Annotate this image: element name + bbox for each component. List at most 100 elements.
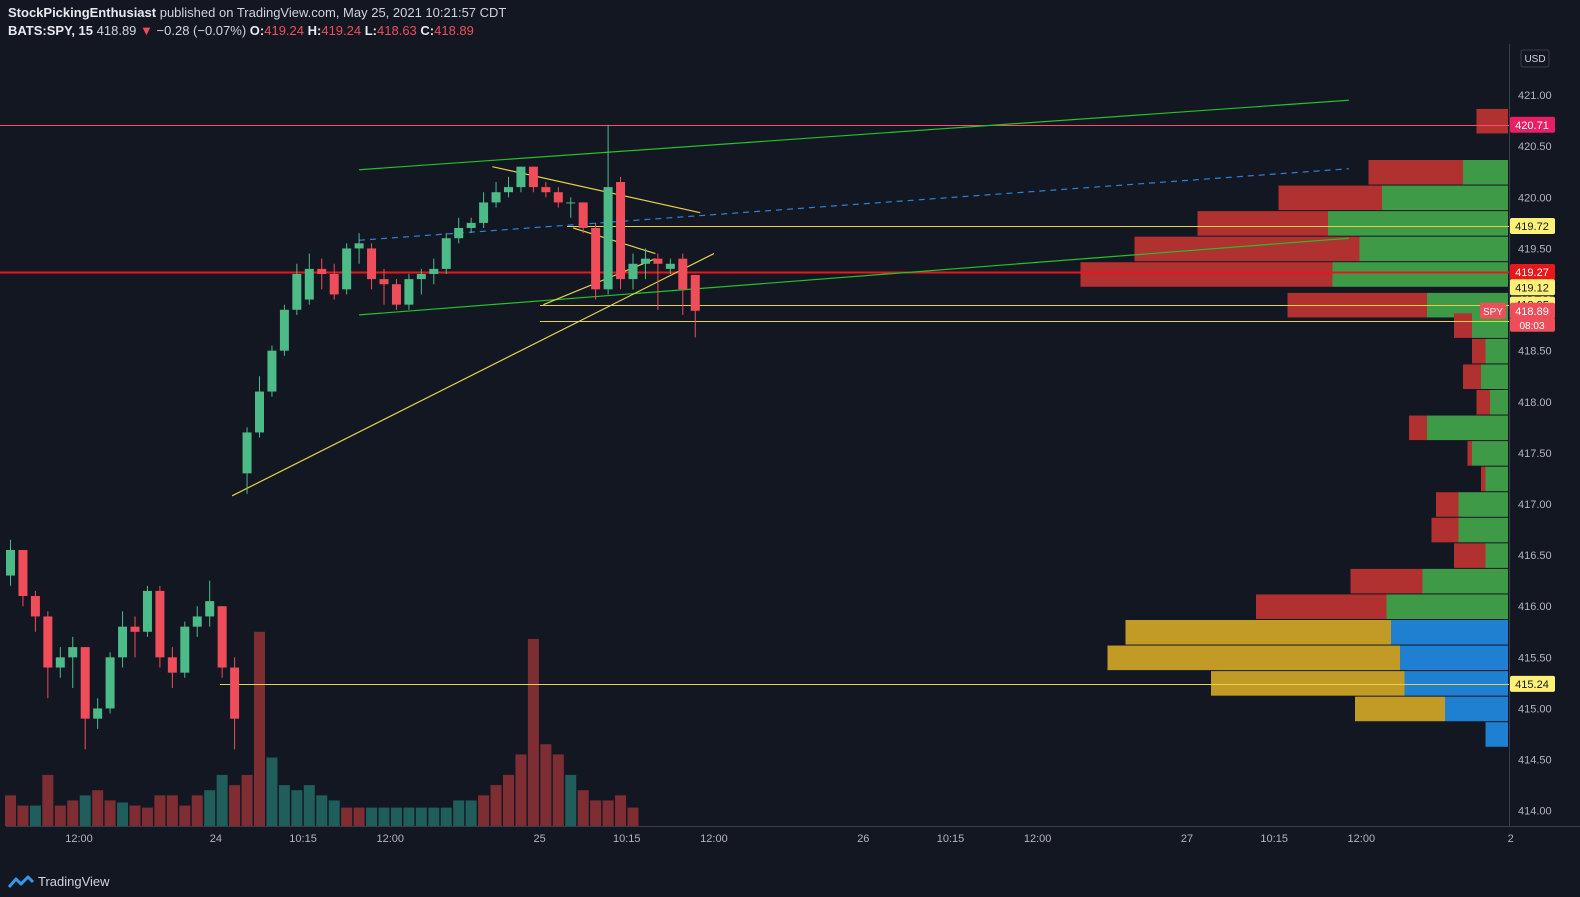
candle-body[interactable] xyxy=(628,263,638,280)
candle-body[interactable] xyxy=(43,616,53,668)
candle-body[interactable] xyxy=(591,228,601,290)
candle-body[interactable] xyxy=(690,275,700,311)
candle-body[interactable] xyxy=(329,274,339,295)
price-tick-label: 420.50 xyxy=(1518,141,1552,153)
price-tick-label: 417.00 xyxy=(1518,499,1552,511)
volume-bar xyxy=(403,807,415,826)
candle-body[interactable] xyxy=(429,268,439,274)
candle-body[interactable] xyxy=(553,192,563,203)
candle-body[interactable] xyxy=(466,222,476,228)
currency-label: USD xyxy=(1524,54,1545,65)
candle-body[interactable] xyxy=(479,202,489,223)
candle-body[interactable] xyxy=(317,268,327,274)
candle-body[interactable] xyxy=(678,258,688,290)
volume-profile-up xyxy=(1400,645,1508,671)
candle-body[interactable] xyxy=(230,667,240,719)
candle-body[interactable] xyxy=(504,187,513,193)
volume-profile-up xyxy=(1458,492,1508,517)
price-label: 419.72 xyxy=(1515,221,1549,233)
volume-bar xyxy=(278,785,290,826)
candle-body[interactable] xyxy=(105,657,115,709)
candle-body[interactable] xyxy=(566,202,576,204)
volume-bar xyxy=(490,785,502,826)
volume-profile-up xyxy=(1427,415,1508,441)
candle-body[interactable] xyxy=(292,274,302,310)
candle-body[interactable] xyxy=(130,626,140,632)
trend-line[interactable] xyxy=(231,253,715,497)
volume-bar xyxy=(353,807,365,826)
candle-body[interactable] xyxy=(640,258,650,264)
footer-brand[interactable]: TradingView xyxy=(8,874,110,889)
candle-body[interactable] xyxy=(541,187,551,193)
trend-line[interactable] xyxy=(359,237,1349,316)
volume-bar xyxy=(366,807,378,826)
open-label: O: xyxy=(249,23,265,38)
candle-body[interactable] xyxy=(267,350,277,392)
candle-body[interactable] xyxy=(603,187,613,290)
candle-body[interactable] xyxy=(304,268,314,300)
last-price: 418.89 xyxy=(96,23,137,38)
price-label-box xyxy=(1510,675,1555,692)
candle-body[interactable] xyxy=(142,590,152,632)
volume-bar xyxy=(440,807,452,826)
candle-body[interactable] xyxy=(68,647,78,658)
author-name[interactable]: StockPickingEnthusiast xyxy=(8,5,157,20)
candle-body[interactable] xyxy=(30,596,40,617)
volume-bar xyxy=(390,807,402,826)
price-tick-label: 415.50 xyxy=(1518,652,1552,664)
volume-profile-up xyxy=(1481,364,1508,389)
currency-box[interactable] xyxy=(1520,49,1550,68)
candle-body[interactable] xyxy=(18,550,28,596)
volume-bar xyxy=(552,754,564,826)
volume-bar xyxy=(117,802,129,826)
candle-body[interactable] xyxy=(391,284,401,305)
candle-body[interactable] xyxy=(441,238,451,269)
candle-body[interactable] xyxy=(354,243,364,249)
candle-body[interactable] xyxy=(404,279,414,305)
candle-body[interactable] xyxy=(155,590,165,658)
candle-body[interactable] xyxy=(528,166,538,188)
candle-body[interactable] xyxy=(242,432,252,474)
candle-body[interactable] xyxy=(167,657,177,673)
candle-body[interactable] xyxy=(55,657,65,668)
candle-body[interactable] xyxy=(6,550,15,576)
candle-body[interactable] xyxy=(416,274,426,280)
candle-body[interactable] xyxy=(578,202,588,228)
time-tick-label: 10:15 xyxy=(289,833,317,845)
volume-profile-up xyxy=(1359,236,1508,262)
candle-body[interactable] xyxy=(653,258,663,264)
trend-line[interactable] xyxy=(359,168,1349,241)
candle-body[interactable] xyxy=(367,248,377,280)
trend-line[interactable] xyxy=(573,227,656,255)
candle-body[interactable] xyxy=(342,248,352,290)
candle-body[interactable] xyxy=(93,708,103,719)
candle-body[interactable] xyxy=(118,626,128,658)
volume-profile-up xyxy=(1485,543,1508,568)
candle-body[interactable] xyxy=(180,626,190,673)
candle-body[interactable] xyxy=(516,166,526,188)
volume-bar xyxy=(453,800,465,826)
price-change: −0.28 (−0.07%) xyxy=(156,23,247,38)
trend-line[interactable] xyxy=(359,99,1349,171)
candle-body[interactable] xyxy=(217,606,227,668)
candle-body[interactable] xyxy=(454,228,464,239)
candle-body[interactable] xyxy=(665,263,675,269)
volume-bar xyxy=(415,807,427,826)
high-label: H: xyxy=(307,23,322,38)
candle-body[interactable] xyxy=(279,309,289,351)
volume-bar xyxy=(503,774,514,826)
candle-body[interactable] xyxy=(255,391,264,433)
candle-body[interactable] xyxy=(379,279,389,285)
candle-body[interactable] xyxy=(616,182,626,280)
close-label: C: xyxy=(420,23,435,38)
symbol-label[interactable]: BATS:SPY, 15 xyxy=(8,23,94,38)
candle-body[interactable] xyxy=(192,616,202,627)
candle-body[interactable] xyxy=(205,601,215,617)
price-tick-label: 417.50 xyxy=(1518,448,1552,460)
candle-body[interactable] xyxy=(80,647,90,719)
candle-body[interactable] xyxy=(491,192,501,203)
time-tick-label: 12:00 xyxy=(1024,833,1052,845)
volume-profile-down xyxy=(1476,390,1490,415)
trend-line[interactable] xyxy=(492,166,701,214)
